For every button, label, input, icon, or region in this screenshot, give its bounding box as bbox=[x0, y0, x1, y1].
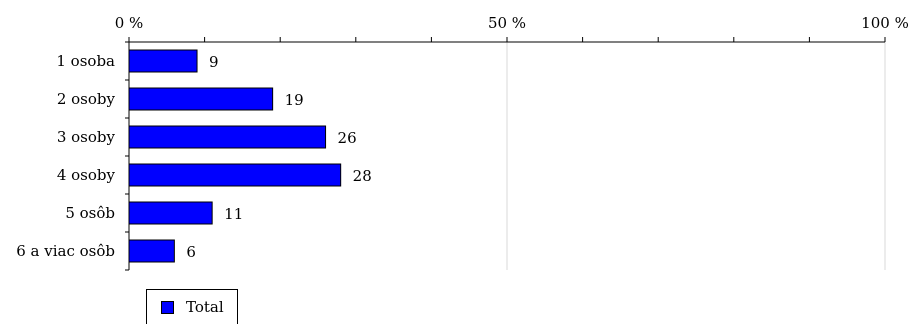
category-label: 6 a viac osôb bbox=[16, 242, 115, 260]
gridlines bbox=[506, 42, 886, 270]
data-label: 26 bbox=[338, 129, 357, 147]
legend-swatch bbox=[161, 300, 174, 314]
bars bbox=[128, 49, 342, 263]
category-label: 5 osôb bbox=[65, 204, 115, 222]
data-label: 9 bbox=[209, 53, 219, 71]
category-label: 2 osoby bbox=[57, 90, 116, 108]
x-tick-label: 0 % bbox=[115, 14, 144, 32]
data-label: 11 bbox=[224, 205, 243, 223]
legend: Total bbox=[146, 289, 238, 324]
category-label: 4 osoby bbox=[57, 166, 116, 184]
bar bbox=[128, 49, 198, 73]
bar bbox=[128, 87, 274, 111]
data-label: 6 bbox=[186, 243, 196, 261]
data-label: 19 bbox=[285, 91, 304, 109]
data-label: 28 bbox=[353, 167, 372, 185]
legend-label: Total bbox=[186, 298, 224, 316]
category-label: 1 osoba bbox=[56, 52, 115, 70]
x-tick-label: 100 % bbox=[861, 14, 909, 32]
category-label: 3 osoby bbox=[57, 128, 116, 146]
bar bbox=[128, 239, 175, 263]
bar bbox=[128, 163, 342, 187]
bar bbox=[128, 125, 327, 149]
axes bbox=[125, 37, 886, 271]
labels: 0 % 50 % 100 % 1 osoba 9 2 osoby 19 3 osoby 26 4 … bbox=[16, 14, 909, 261]
bar bbox=[128, 201, 213, 225]
x-tick-label: 50 % bbox=[488, 14, 526, 32]
